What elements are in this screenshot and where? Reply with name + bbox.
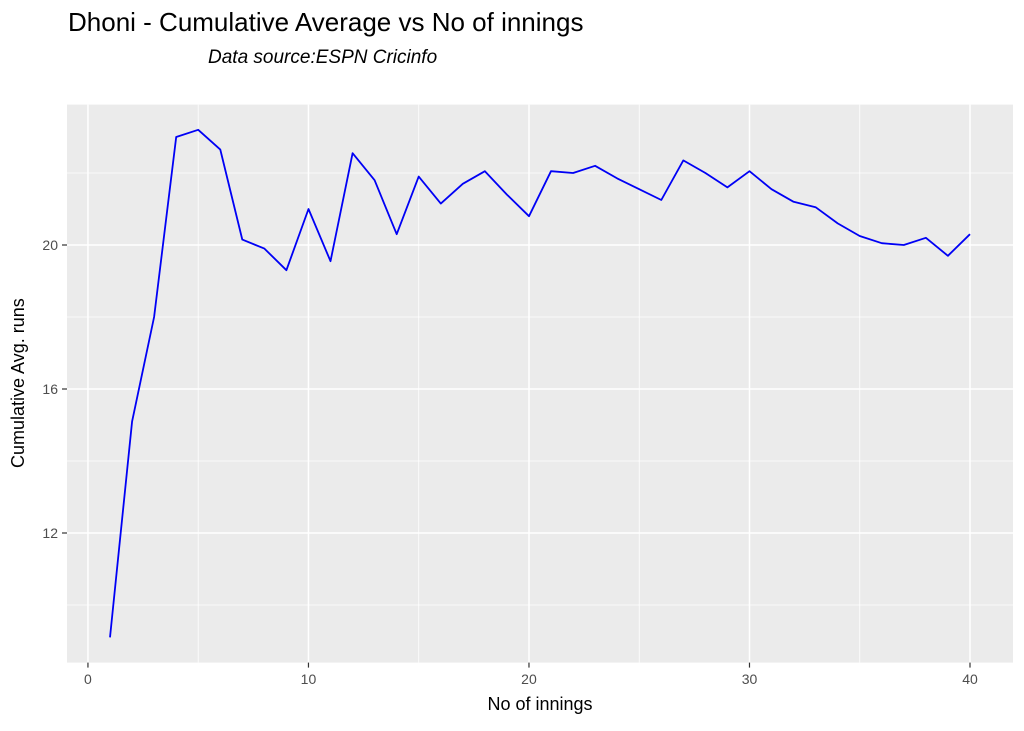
x-tick-label: 10 (300, 671, 317, 687)
series-line-cumulative-average (109, 128, 971, 638)
x-axis-title: No of innings (487, 694, 593, 714)
panel-background (67, 104, 1013, 663)
x-tick-label: 0 (84, 671, 92, 687)
chart-subtitle: Data source:ESPN Cricinfo (208, 47, 438, 68)
x-tick-label: 20 (521, 671, 537, 687)
y-tick-label: 12 (42, 525, 58, 541)
x-tick-label: 30 (741, 671, 758, 687)
chart-title: Dhoni - Cumulative Average vs No of inni… (68, 7, 584, 37)
y-axis-title: Cumulative Avg. runs (8, 298, 28, 468)
y-tick-label: 16 (42, 381, 58, 397)
y-tick-label: 20 (42, 237, 58, 253)
x-tick-label: 40 (962, 671, 978, 687)
